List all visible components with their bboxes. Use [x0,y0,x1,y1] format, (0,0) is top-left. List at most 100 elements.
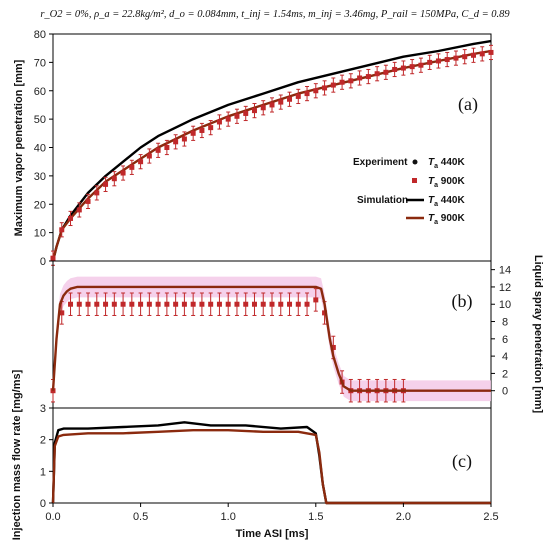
panel-b: 0 2 4 6 8 10 12 14 (b) Liquid spray penetration… [50,255,544,414]
data-point [234,301,240,307]
ytick-label: 2 [40,435,46,447]
data-point [304,301,310,307]
legend-experiment-900-text: Ta 900K [428,176,465,189]
data-point [479,51,485,57]
data-point [392,66,398,72]
data-point [322,85,328,91]
ytick-label: 20 [34,199,46,211]
data-point [243,110,249,116]
xtick-label: 0.0 [45,511,60,523]
ytick-label: 12 [499,282,511,294]
data-point [322,310,328,316]
data-point [365,74,371,80]
data-point [251,301,257,307]
ytick-label: 30 [34,171,46,183]
data-point [269,102,275,108]
ytick-label: 6 [502,334,508,346]
data-point [304,91,310,97]
data-point [129,301,135,307]
series-line-simulation-t_a-900k [51,285,491,392]
series-line-simulation-t_a-440k [51,39,492,262]
ytick-label: 10 [499,299,511,311]
data-point [330,82,336,88]
data-point [427,59,433,65]
data-point [146,153,152,159]
data-point [216,119,222,125]
panel-a-label: (a) [458,94,478,115]
data-point [287,96,293,102]
data-point [68,215,74,221]
x-axis-label: Time ASI [ms] [236,528,309,540]
data-point [164,145,170,150]
data-point [295,93,301,99]
ytick-label: 14 [499,265,511,277]
data-point [146,301,152,307]
data-point [59,227,65,233]
data-point [278,99,284,105]
data-point [383,69,389,75]
legend-experiment-900-marker [412,178,417,183]
data-point [94,190,100,196]
ytick-label: 70 [34,57,46,69]
xtick-label: 1.0 [221,511,236,523]
data-point [59,310,65,316]
series-line-simulation-t_a-900k [51,49,492,262]
ytick-label: 4 [502,351,508,363]
data-point [103,181,109,187]
data-point [462,54,468,60]
ytick-label: 0 [40,256,46,268]
data-point [374,71,380,77]
ytick-label: 40 [34,143,46,155]
data-point [208,301,214,307]
legend-simulation-900-text: Ta 900K [428,213,465,226]
panel-c-ylabel: Injection mass flow rate [mg/ms] [11,369,23,540]
legend-simulation-label: Simulation [357,195,408,206]
legend-experiment-label: Experiment [353,157,408,168]
data-point [208,125,214,131]
data-point [313,88,319,94]
data-point [111,301,117,307]
legend: Experiment Ta 440K Ta 900K Simulation Ta… [353,157,465,226]
legend-experiment-440-text: Ta 440K [428,157,465,170]
data-point [164,301,170,307]
ytick-label: 50 [34,114,46,126]
panel-c-frame [52,407,492,504]
data-point [243,301,249,307]
data-point [50,388,56,394]
panel-c: 0 1 2 3 0.0 0.5 1.0 1.5 2.0 2.5 (c) Injection ma… [11,369,499,540]
data-point [260,301,266,307]
data-point [173,301,179,307]
data-point [85,198,91,204]
data-point [94,301,100,307]
data-point [173,139,179,145]
ytick-label: 8 [502,317,508,329]
data-point [295,301,301,307]
data-point [199,127,205,133]
data-point [357,75,363,81]
data-point [313,297,319,303]
data-point [418,62,424,68]
data-point [287,301,293,307]
data-point [278,301,284,307]
xtick-label: 1.5 [308,511,323,523]
data-point [234,113,240,119]
data-point [444,57,450,63]
panel-a: 0 10 20 30 40 50 60 70 80 (a) Maximum vapor pene… [13,29,494,268]
data-point [488,49,494,55]
legend-simulation-440-text: Ta 440K [428,195,465,208]
data-point [470,52,476,58]
ytick-label: 10 [34,228,46,240]
data-point [76,301,82,307]
xtick-label: 0.5 [133,511,148,523]
data-point [190,301,196,307]
xtick-label: 2.5 [483,511,498,523]
panel-b-label: (b) [452,291,473,312]
panel-b-ylabel: Liquid spray penetration [mm] [532,255,544,414]
data-point [120,301,126,307]
data-point [339,79,345,85]
data-point [199,301,205,307]
panel-a-frame [52,33,492,262]
data-point [225,116,231,122]
data-point [155,301,161,307]
ytick-label: 80 [34,29,46,41]
